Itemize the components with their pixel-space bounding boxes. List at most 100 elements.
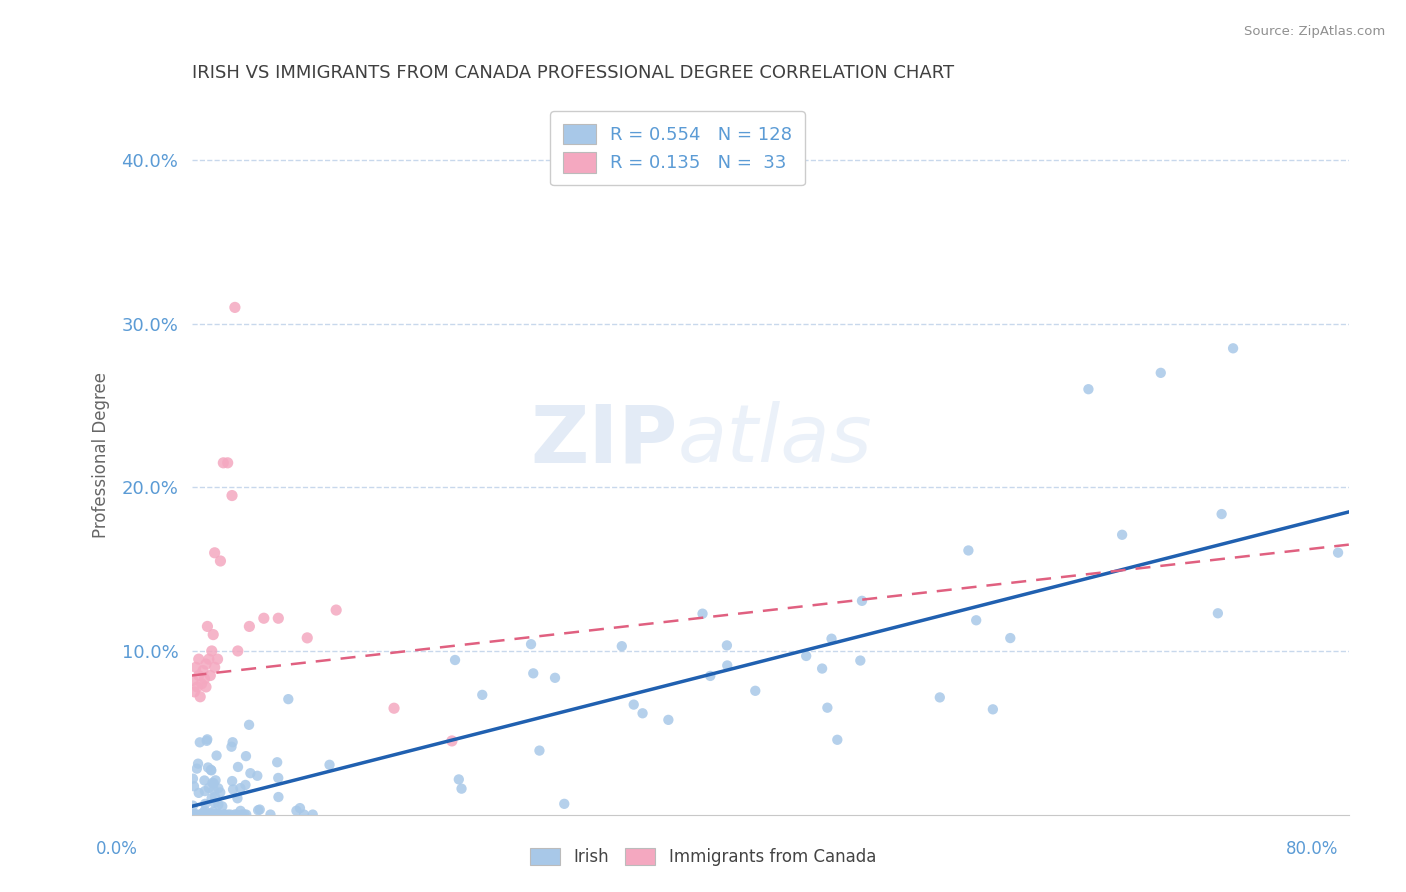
Point (217, 807, 239, 822)
Point (202, 807, 225, 822)
Point (965, 613, 987, 627)
Point (246, 769, 269, 783)
Point (188, 735, 211, 749)
Point (851, 594, 873, 608)
Point (200, 763, 222, 777)
Point (193, 672, 215, 686)
Point (239, 766, 262, 780)
Point (744, 683, 766, 698)
Point (221, 735, 243, 749)
Point (187, 786, 209, 800)
Point (444, 653, 467, 667)
Point (520, 637, 543, 651)
Point (221, 489, 243, 503)
Point (193, 805, 215, 819)
Point (202, 782, 225, 797)
Point (201, 776, 224, 790)
Point (200, 807, 222, 822)
Point (186, 807, 208, 822)
Point (288, 801, 311, 815)
Point (820, 632, 842, 646)
Point (267, 790, 290, 805)
Point (522, 666, 544, 681)
Point (191, 664, 214, 678)
Point (200, 764, 222, 778)
Point (292, 807, 315, 822)
Point (471, 688, 494, 702)
Point (197, 760, 219, 774)
Point (716, 639, 738, 653)
Point (183, 807, 205, 822)
Point (235, 749, 257, 764)
Point (184, 660, 207, 674)
Y-axis label: Professional Degree: Professional Degree (93, 372, 110, 538)
Point (233, 807, 256, 822)
Text: ZIP: ZIP (530, 401, 678, 479)
Point (204, 660, 226, 674)
Point (202, 807, 225, 822)
Point (194, 784, 217, 798)
Text: Source: ZipAtlas.com: Source: ZipAtlas.com (1244, 25, 1385, 38)
Point (205, 807, 228, 822)
Point (382, 701, 405, 715)
Point (529, 743, 551, 757)
Point (202, 776, 225, 790)
Point (205, 748, 228, 763)
Point (957, 543, 980, 558)
Point (184, 807, 207, 822)
Point (235, 778, 257, 792)
Point (193, 773, 215, 788)
Point (1150, 366, 1173, 380)
Point (266, 756, 288, 770)
Point (197, 807, 219, 822)
Point (247, 803, 270, 817)
Text: 0.0%: 0.0% (96, 840, 138, 858)
Point (193, 807, 215, 822)
Point (267, 771, 290, 785)
Point (1000, 631, 1022, 645)
Point (198, 780, 221, 795)
Point (195, 734, 218, 748)
Point (221, 774, 243, 789)
Point (190, 807, 212, 822)
Point (267, 611, 290, 625)
Point (553, 797, 575, 811)
Point (183, 807, 205, 822)
Point (197, 619, 219, 633)
Point (202, 796, 225, 810)
Point (224, 807, 246, 822)
Point (194, 804, 217, 818)
Point (200, 806, 222, 821)
Point (212, 456, 235, 470)
Point (201, 644, 224, 658)
Point (186, 680, 208, 694)
Point (183, 807, 205, 822)
Point (1077, 382, 1099, 396)
Point (195, 732, 218, 747)
Point (204, 546, 226, 560)
Point (692, 607, 714, 621)
Point (1367, 366, 1389, 380)
Point (450, 781, 472, 796)
Point (194, 680, 217, 694)
Point (181, 673, 204, 688)
Point (1327, 546, 1350, 560)
Point (318, 757, 340, 772)
Point (181, 772, 204, 786)
Point (1211, 507, 1233, 521)
Point (214, 807, 236, 822)
Point (194, 657, 217, 671)
Point (259, 807, 281, 822)
Point (849, 654, 872, 668)
Point (301, 807, 323, 822)
Point (238, 619, 260, 633)
Point (1206, 607, 1229, 621)
Point (209, 785, 232, 799)
Point (297, 631, 319, 645)
Point (187, 652, 209, 666)
Point (186, 762, 208, 776)
Point (204, 773, 226, 788)
Point (1111, 528, 1133, 542)
Point (815, 700, 838, 714)
Point (928, 690, 950, 705)
